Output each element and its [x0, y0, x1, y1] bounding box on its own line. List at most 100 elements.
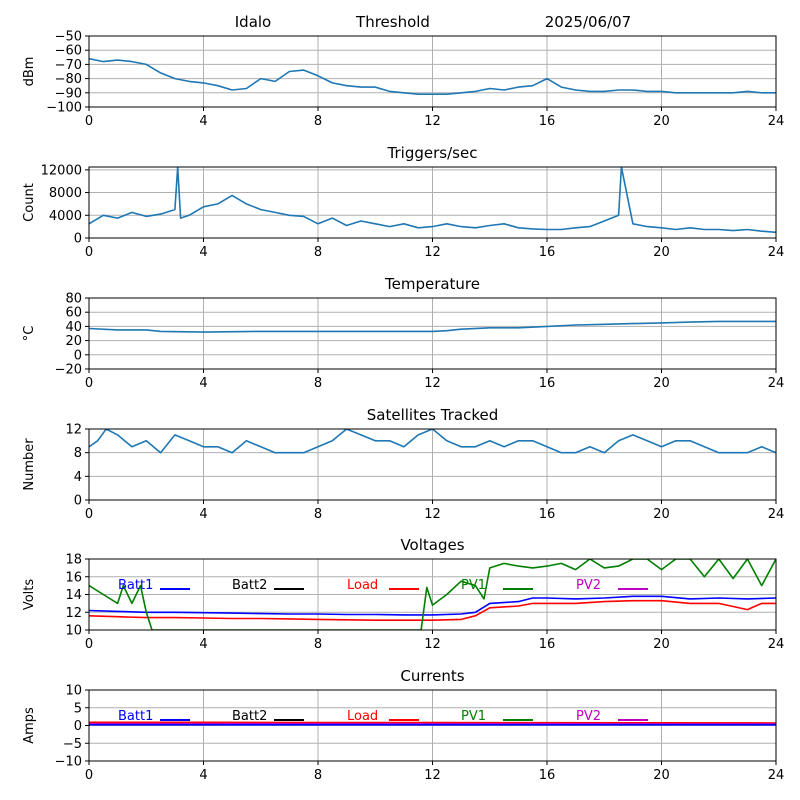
series-line-satellites	[89, 429, 776, 454]
y-tick-label: −10	[55, 755, 82, 770]
x-tick-label: 8	[314, 245, 322, 260]
x-tick-label: 20	[653, 637, 670, 652]
y-tick-label: 10	[65, 624, 82, 639]
y-tick-label: −100	[46, 101, 82, 116]
series-line-rssi	[89, 57, 776, 95]
x-tick-label: 0	[85, 376, 93, 391]
y-axis-label: Volts	[22, 579, 37, 611]
legend-label-load: Load	[347, 709, 378, 724]
y-tick-label: 40	[65, 320, 82, 335]
y-tick-label: 12	[65, 606, 82, 621]
legend-label-batt1: Batt1	[118, 709, 153, 724]
x-tick-label: 16	[539, 507, 556, 522]
x-tick-label: 8	[314, 114, 322, 129]
x-tick-label: 0	[85, 114, 93, 129]
y-tick-label: 0	[74, 232, 82, 247]
series-line-load	[89, 721, 776, 724]
x-tick-label: 20	[653, 376, 670, 391]
y-tick-label: 4000	[49, 209, 82, 224]
x-tick-label: 16	[539, 114, 556, 129]
x-tick-label: 4	[199, 245, 207, 260]
y-tick-label: 12	[65, 423, 82, 438]
panel-title: Temperature	[384, 275, 480, 293]
legend-label-pv2: PV2	[576, 709, 601, 724]
x-tick-label: 24	[768, 637, 785, 652]
series-line-temperature	[89, 320, 776, 333]
x-tick-label: 12	[424, 114, 441, 129]
y-axis-label: Count	[22, 183, 37, 222]
x-tick-label: 0	[85, 637, 93, 652]
x-tick-label: 24	[768, 245, 785, 260]
plot-area	[89, 320, 776, 333]
mode-title: Threshold	[355, 13, 430, 31]
y-tick-label: 18	[65, 553, 82, 568]
y-tick-label: −90	[55, 86, 82, 101]
panel-title: Voltages	[400, 536, 464, 554]
y-tick-label: 16	[65, 570, 82, 585]
y-axis-label: Number	[22, 438, 37, 491]
y-axis-label: Amps	[22, 707, 37, 744]
legend: Batt1 Batt2 Load PV1 PV2	[118, 709, 648, 724]
x-tick-label: 4	[199, 376, 207, 391]
x-tick-label: 20	[653, 507, 670, 522]
y-tick-label: 0	[74, 348, 82, 363]
x-tick-label: 4	[199, 637, 207, 652]
legend-label-batt2: Batt2	[232, 578, 267, 593]
legend-label-batt2: Batt2	[232, 709, 267, 724]
series-line-pv1	[89, 559, 776, 630]
y-tick-label: −60	[55, 44, 82, 59]
panel-title: Satellites Tracked	[367, 406, 498, 424]
x-tick-label: 12	[424, 376, 441, 391]
y-tick-label: −5	[63, 737, 82, 752]
legend-label-pv1: PV1	[461, 709, 486, 724]
x-tick-label: 12	[424, 637, 441, 652]
x-tick-label: 16	[539, 245, 556, 260]
x-tick-label: 8	[314, 507, 322, 522]
plot-area	[89, 721, 776, 726]
legend: Batt1 Batt2 Load PV1 PV2	[118, 578, 648, 593]
x-tick-label: 20	[653, 245, 670, 260]
y-tick-label: 8	[74, 446, 82, 461]
site-title: Idalo	[235, 13, 271, 31]
y-tick-label: 60	[65, 306, 82, 321]
x-tick-label: 16	[539, 376, 556, 391]
y-tick-label: 20	[65, 334, 82, 349]
y-axis-label: °C	[22, 326, 37, 342]
y-tick-label: 14	[65, 588, 82, 603]
y-tick-label: 80	[65, 292, 82, 307]
y-tick-label: 4	[74, 470, 82, 485]
x-tick-label: 24	[768, 507, 785, 522]
panel-title: Currents	[400, 667, 464, 685]
x-tick-label: 0	[85, 768, 93, 783]
legend-label-pv2: PV2	[576, 578, 601, 593]
series-line-triggers	[89, 167, 776, 234]
y-tick-label: 0	[74, 494, 82, 509]
figure-header: Idalo Threshold 2025/06/07	[235, 13, 631, 31]
x-tick-label: 8	[314, 376, 322, 391]
y-tick-label: −50	[55, 30, 82, 45]
legend-label-load: Load	[347, 578, 378, 593]
x-tick-label: 8	[314, 637, 322, 652]
panel-satellites: 0 4 8 12 16 20 24 0 4 8 12 Satellites Tracked Number	[22, 406, 784, 522]
x-tick-label: 20	[653, 114, 670, 129]
x-tick-label: 4	[199, 768, 207, 783]
x-tick-label: 4	[199, 507, 207, 522]
x-tick-label: 16	[539, 768, 556, 783]
x-tick-label: 24	[768, 114, 785, 129]
y-axis-label: dBm	[22, 57, 37, 87]
x-tick-label: 24	[768, 376, 785, 391]
x-tick-label: 0	[85, 507, 93, 522]
series-line-load	[89, 599, 776, 622]
date-title: 2025/06/07	[545, 13, 631, 31]
x-tick-label: 16	[539, 637, 556, 652]
series-line-batt1	[89, 595, 776, 616]
x-tick-label: 12	[424, 507, 441, 522]
x-tick-label: 20	[653, 768, 670, 783]
y-tick-label: 10	[65, 684, 82, 699]
x-tick-label: 24	[768, 768, 785, 783]
y-tick-label: 8000	[49, 186, 82, 201]
y-tick-label: 5	[74, 701, 82, 716]
